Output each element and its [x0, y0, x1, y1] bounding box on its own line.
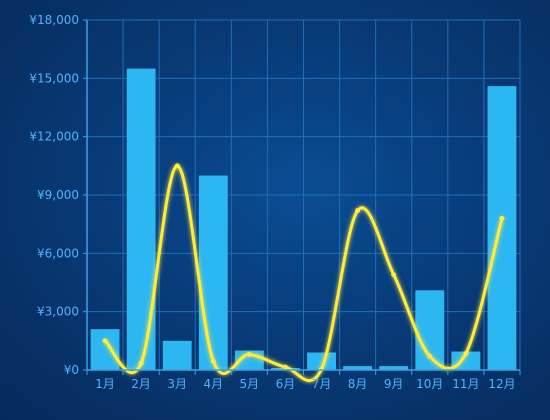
bar	[90, 329, 120, 370]
y-axis-ticks: ¥0 ¥3,000 ¥6,000 ¥9,000 ¥12,000 ¥15,000 ¥18,00…	[29, 13, 79, 377]
x-tick-label: 1月	[95, 377, 115, 391]
x-tick-label: 6月	[276, 377, 296, 391]
x-tick-label: 10月	[416, 377, 443, 391]
bar	[307, 352, 336, 370]
y-tick-label: ¥15,000	[29, 71, 79, 85]
bar	[162, 340, 192, 370]
line-point	[463, 350, 469, 356]
line-point	[174, 163, 180, 169]
line-point	[282, 364, 288, 370]
line-point	[391, 272, 397, 278]
bar	[343, 366, 373, 370]
axes	[83, 19, 521, 375]
y-tick-label: ¥9,000	[37, 188, 79, 202]
bar-series	[90, 68, 517, 370]
y-tick-label: ¥6,000	[37, 246, 79, 260]
x-axis-ticks: 1月 2月 3月 4月 5月 6月 7月 8月 9月 10月 11月 12月	[95, 377, 515, 391]
x-tick-label: 8月	[348, 377, 368, 391]
x-tick-label: 11月	[452, 377, 479, 391]
line-point	[499, 215, 505, 221]
line-point	[319, 366, 325, 372]
x-tick-label: 3月	[167, 377, 187, 391]
x-tick-label: 4月	[203, 377, 223, 391]
x-tick-label: 9月	[384, 377, 404, 391]
y-tick-label: ¥18,000	[29, 13, 79, 27]
line-point	[355, 208, 361, 214]
line-point	[210, 358, 216, 364]
bar	[487, 86, 517, 370]
x-tick-label: 2月	[131, 377, 151, 391]
y-tick-label: ¥3,000	[37, 305, 79, 319]
x-tick-label: 7月	[312, 377, 332, 391]
bar	[379, 366, 409, 370]
bar	[126, 68, 156, 370]
line-point	[246, 351, 252, 357]
line-point	[102, 338, 108, 344]
y-tick-label: ¥0	[64, 363, 79, 377]
bar	[198, 175, 228, 370]
line-point	[138, 360, 144, 366]
line-point	[427, 353, 433, 359]
grid	[87, 19, 521, 370]
x-tick-label: 5月	[240, 377, 260, 391]
line-series	[102, 163, 505, 383]
x-tick-label: 12月	[488, 377, 515, 391]
y-tick-label: ¥12,000	[29, 130, 79, 144]
